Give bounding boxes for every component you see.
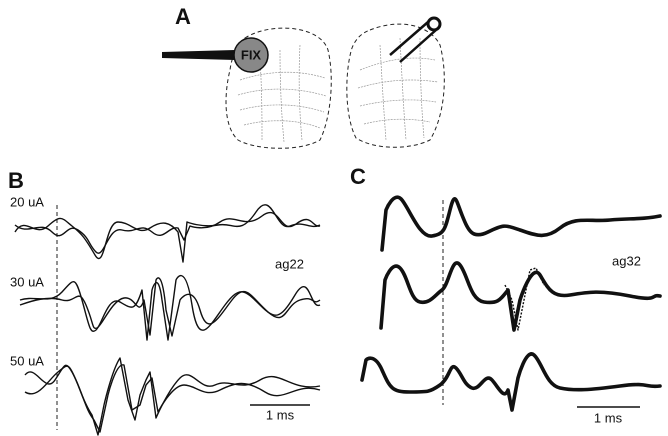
recording-id: ag32: [612, 253, 641, 268]
outline-right: [347, 24, 444, 147]
stimulus-label: 50 uA: [10, 353, 44, 368]
fix-label: FIX: [241, 47, 262, 62]
scale-label: 1 ms: [266, 407, 295, 422]
panel-a: A FIX: [162, 4, 444, 148]
probe-ring: [428, 18, 440, 30]
trace: [20, 278, 320, 336]
trace: [25, 358, 320, 435]
recording-id: ag22: [275, 256, 304, 271]
stimulus-label: 20 uA: [10, 194, 44, 209]
panel-label: C: [350, 164, 366, 189]
trace: [362, 354, 660, 410]
panel-label: B: [8, 168, 24, 193]
grid-right: [358, 38, 438, 140]
trace: [382, 197, 660, 250]
stimulus-label: 30 uA: [10, 274, 44, 289]
panel-c: C ag32 1 ms: [350, 164, 660, 426]
figure: A FIX B 20 uA 30 uA 50 uA ag22 1 ms: [0, 0, 668, 436]
panel-b: B 20 uA 30 uA 50 uA ag22 1 ms: [8, 168, 320, 435]
panel-label: A: [175, 4, 191, 29]
electrode: [162, 50, 235, 60]
scale-label: 1 ms: [594, 410, 623, 425]
